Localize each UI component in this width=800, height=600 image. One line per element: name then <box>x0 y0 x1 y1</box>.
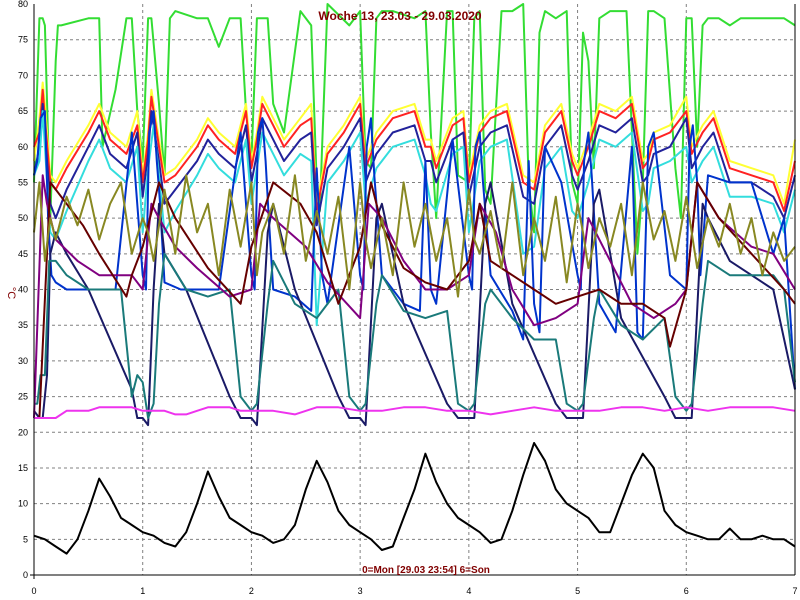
series-line <box>33 174 796 419</box>
y-tick-label: 60 <box>18 142 28 152</box>
grid <box>34 4 795 575</box>
x-tick-label: 4 <box>466 586 471 596</box>
x-tick-label: 3 <box>358 586 363 596</box>
y-tick-label: 5 <box>23 534 28 544</box>
series-line <box>33 3 796 255</box>
series-line <box>38 181 796 419</box>
y-tick-label: 20 <box>18 427 28 437</box>
series-line <box>33 442 796 555</box>
series-line <box>34 252 796 419</box>
series-line <box>34 406 796 419</box>
series-line <box>33 81 796 205</box>
y-tick-label: 30 <box>18 356 28 366</box>
y-axis-label: °C <box>5 287 17 299</box>
series-line <box>33 102 796 227</box>
y-tick-label: 10 <box>18 499 28 509</box>
x-tick-label: 5 <box>575 586 580 596</box>
x-tick-label: 7 <box>792 586 797 596</box>
chart-title: Woche 13, 23.03 - 29.03.2020 <box>318 9 482 23</box>
y-tick-label: 40 <box>18 285 28 295</box>
y-tick-label: 15 <box>18 463 28 473</box>
x-tick-label: 0 <box>31 586 36 596</box>
x-tick-label: 2 <box>249 586 254 596</box>
y-tick-label: 65 <box>18 106 28 116</box>
y-tick-label: 45 <box>18 249 28 259</box>
y-tick-label: 55 <box>18 177 28 187</box>
x-tick-label: 1 <box>140 586 145 596</box>
x-tick-label: 6 <box>684 586 689 596</box>
y-tick-label: 70 <box>18 70 28 80</box>
y-tick-label: 80 <box>18 0 28 9</box>
series-line <box>33 174 796 298</box>
y-tick-label: 35 <box>18 320 28 330</box>
series-group <box>33 3 796 555</box>
chart-footer: 0=Mon [29.03 23:54] 6=Son <box>362 565 490 576</box>
y-tick-label: 50 <box>18 213 28 223</box>
y-tick-label: 0 <box>23 570 28 580</box>
y-tick-label: 75 <box>18 35 28 45</box>
y-tick-label: 25 <box>18 392 28 402</box>
